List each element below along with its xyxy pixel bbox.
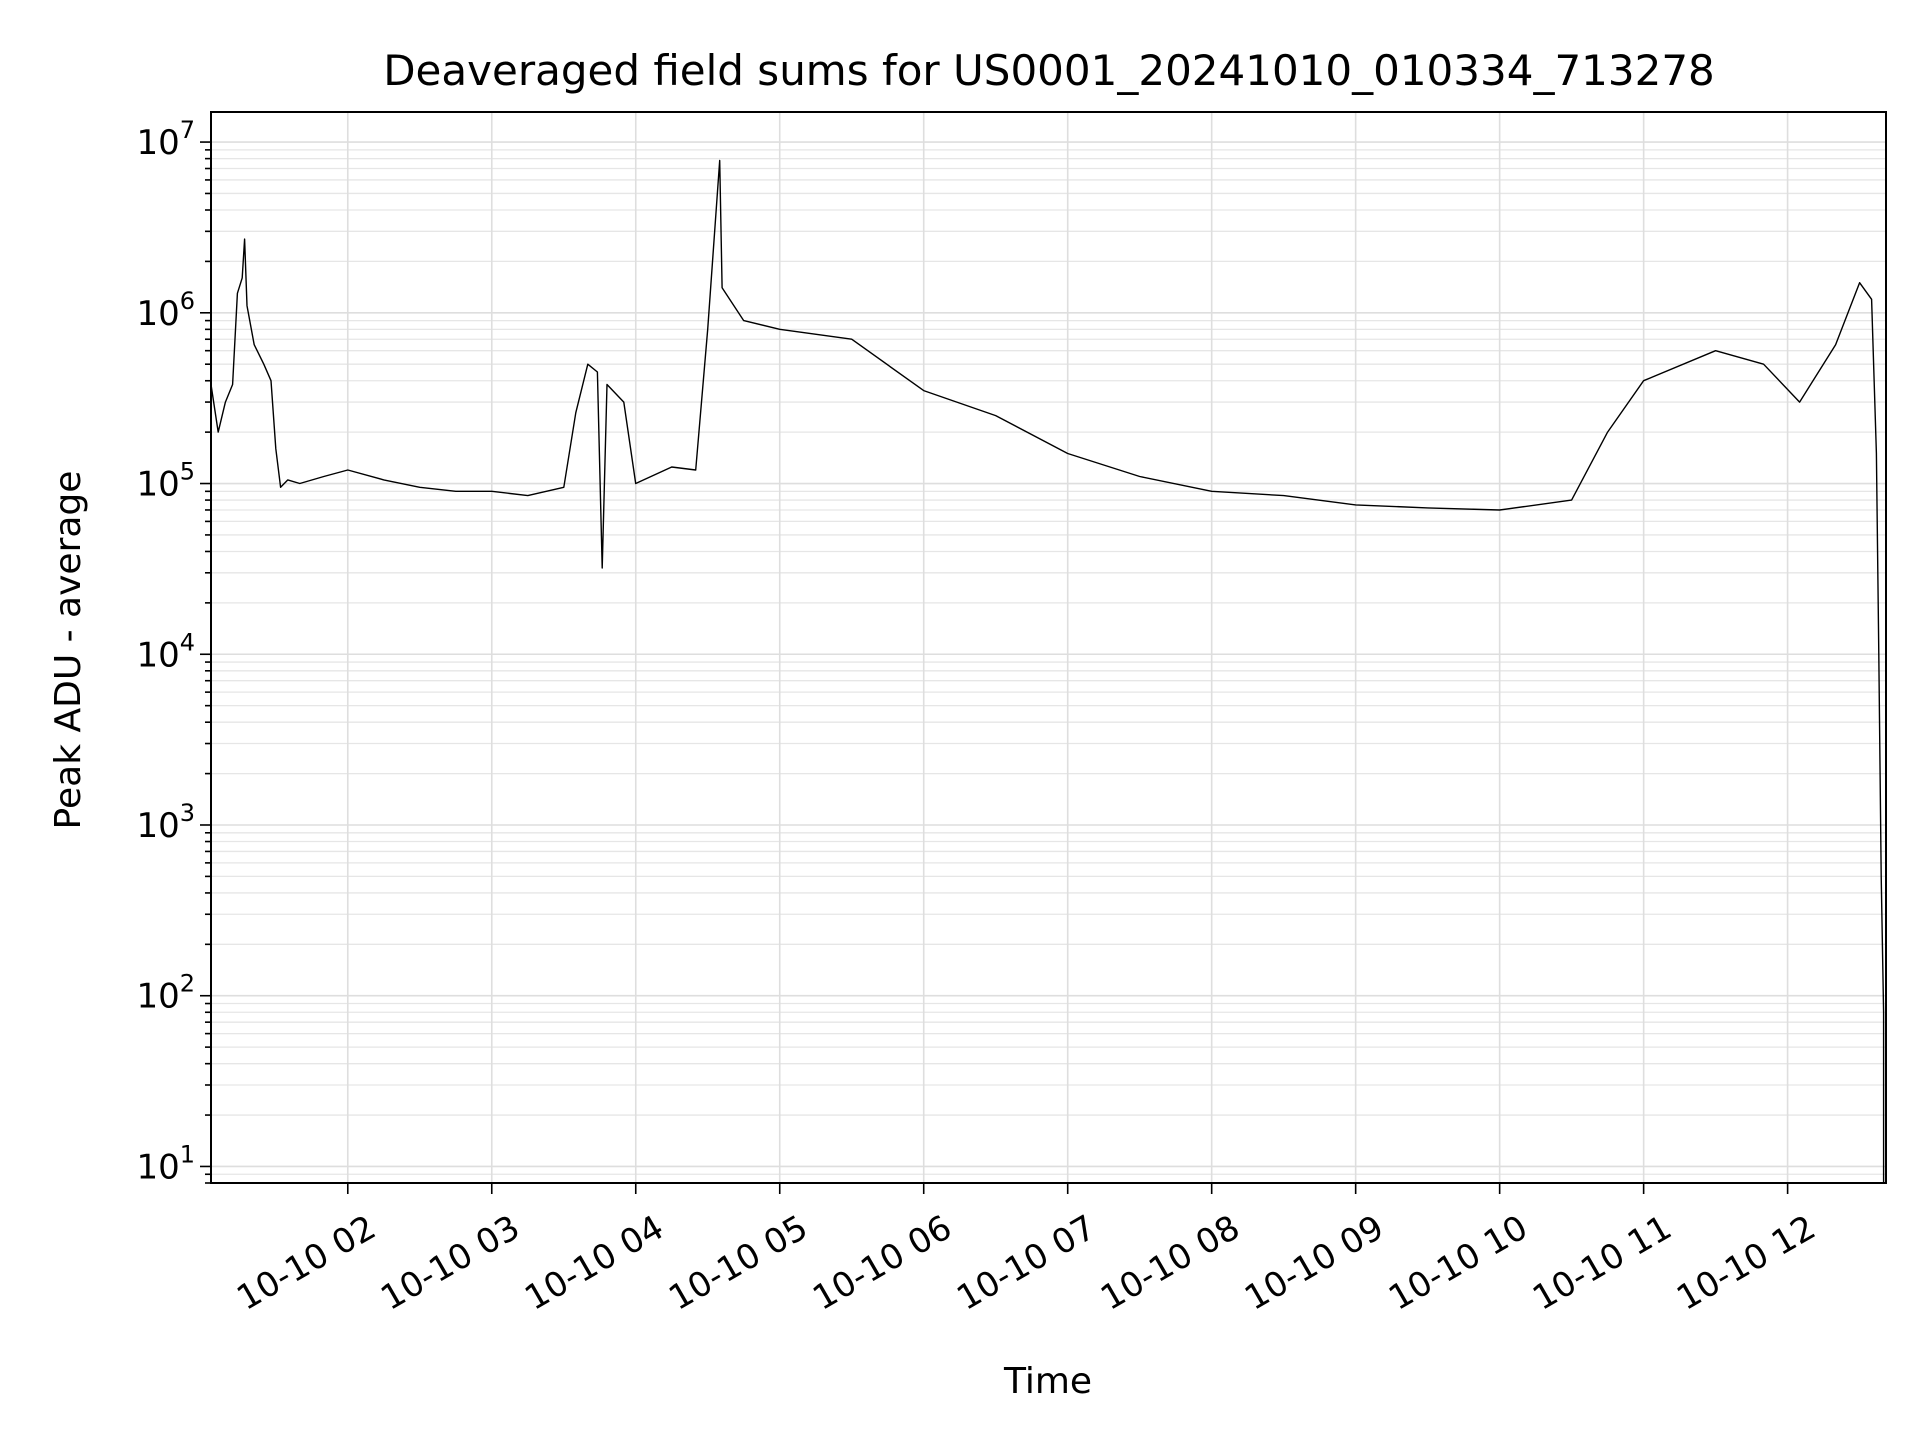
- y-tick-label: 103: [136, 799, 195, 846]
- chart-title: Deaveraged field sums for US0001_2024101…: [383, 46, 1715, 95]
- y-tick-label: 105: [136, 458, 195, 505]
- y-axis-label: Peak ADU - average: [48, 471, 89, 830]
- plot-frame: [210, 111, 1887, 1184]
- y-tick-label: 104: [136, 628, 195, 675]
- series-line-0: [210, 159, 1885, 1183]
- x-axis-label: Time: [1003, 1361, 1092, 1402]
- y-tick-label: 102: [136, 970, 195, 1017]
- y-tick-label: 106: [136, 287, 195, 334]
- y-tick-label: 107: [136, 116, 195, 163]
- plot-area: [210, 159, 1885, 1183]
- y-tick-label: 101: [136, 1140, 195, 1187]
